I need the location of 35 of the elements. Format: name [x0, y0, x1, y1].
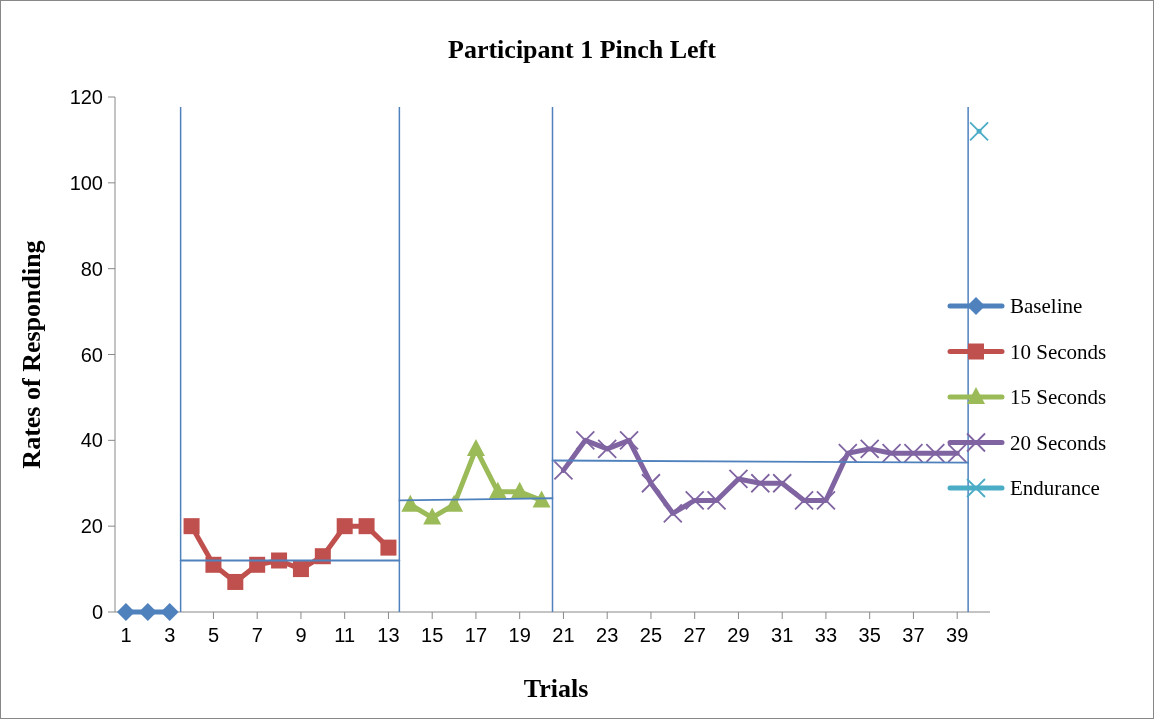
- y-tick-label: 80: [80, 257, 103, 280]
- chart-title: Participant 1 Pinch Left: [448, 35, 717, 64]
- legend-label: Baseline: [1010, 294, 1083, 318]
- x-tick-label: 23: [596, 624, 619, 646]
- x-tick-label: 1: [120, 624, 132, 646]
- legend-label: 20 Seconds: [1010, 430, 1107, 455]
- legend-label: 10 Seconds: [1010, 339, 1107, 364]
- legend-label: Endurance: [1010, 476, 1100, 500]
- x-tick-label: 9: [295, 624, 307, 646]
- x-tick-label: 39: [946, 624, 969, 646]
- y-axis-title: Rates of Responding: [17, 240, 46, 469]
- x-tick-label: 31: [771, 624, 794, 646]
- x-tick-label: 21: [552, 624, 575, 646]
- x-tick-label: 3: [164, 624, 176, 646]
- x-tick-label: 11: [334, 624, 356, 646]
- y-tick-label: 20: [80, 515, 103, 538]
- x-tick-label: 37: [902, 624, 925, 646]
- x-tick-label: 7: [251, 624, 263, 646]
- x-tick-label: 33: [814, 624, 838, 646]
- legend-label: 15 Seconds: [1010, 385, 1107, 409]
- x-tick-label: 35: [858, 624, 881, 646]
- x-tick-label: 25: [639, 624, 663, 646]
- y-tick-label: 100: [69, 171, 103, 194]
- x-axis-title: Trials: [523, 674, 589, 703]
- x-tick-label: 17: [464, 624, 488, 646]
- y-tick-label: 40: [80, 429, 103, 452]
- x-tick-label: 19: [508, 624, 531, 646]
- x-tick-label: 15: [421, 624, 444, 646]
- x-tick-label: 27: [683, 624, 706, 646]
- x-tick-label: 29: [727, 624, 750, 646]
- x-tick-label: 5: [207, 624, 219, 646]
- y-tick-label: 60: [80, 343, 103, 366]
- x-tick-label: 13: [377, 624, 400, 646]
- y-tick-label: 120: [69, 86, 103, 108]
- y-tick-label: 0: [91, 601, 103, 623]
